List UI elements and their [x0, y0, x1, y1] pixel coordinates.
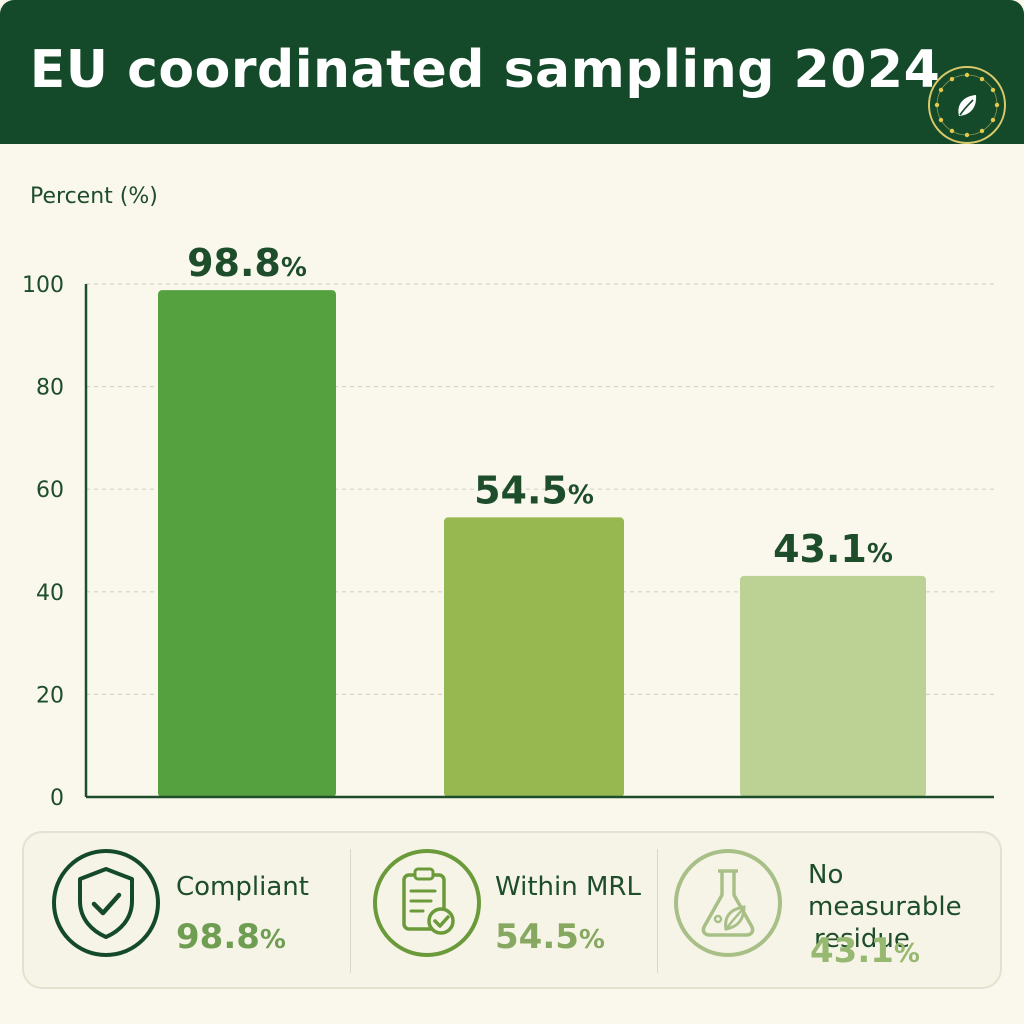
- data-label: 54.5%: [474, 468, 594, 512]
- data-label: 43.1%: [773, 527, 893, 571]
- card-value: 43.1%: [810, 931, 920, 971]
- shield-check-icon: [52, 849, 160, 957]
- card-divider: [657, 849, 658, 973]
- badge-star: [964, 132, 970, 138]
- y-tick-label: 20: [36, 683, 64, 708]
- bar-chart: 0 20 40 60 80 100 98.8% 54.5% 43.1%: [22, 241, 994, 811]
- y-tick-label: 0: [50, 786, 64, 811]
- summary-card-no-residue: No measurable residue 43.1%: [658, 833, 1000, 987]
- badge-star: [949, 76, 955, 82]
- y-tick-label: 80: [36, 376, 64, 401]
- badge-star: [979, 76, 985, 82]
- y-tick-label: 100: [22, 273, 64, 298]
- badge-star: [979, 128, 985, 134]
- y-tick-label: 40: [36, 581, 64, 606]
- badge-star: [938, 117, 944, 123]
- card-label: Compliant: [176, 872, 309, 902]
- badge-star: [990, 87, 996, 93]
- card-label: Within MRL: [495, 872, 641, 902]
- bar-compliant: [158, 290, 336, 797]
- y-axis-label: Percent (%): [30, 184, 158, 209]
- flask-leaf-icon: [674, 849, 782, 957]
- card-value: 54.5%: [495, 917, 605, 957]
- card-label-line-2: residue: [814, 924, 910, 954]
- summary-panel: Compliant 98.8% Within MRL 54.5%: [22, 831, 1002, 989]
- summary-card-within-mrl: Within MRL 54.5%: [351, 833, 657, 987]
- summary-card-compliant: Compliant 98.8%: [24, 833, 350, 987]
- page-title: EU coordinated sampling 2024: [29, 40, 941, 100]
- badge-star: [964, 72, 970, 78]
- bar-within-mrl: [444, 517, 624, 797]
- badge-star: [994, 102, 1000, 108]
- header-banner: EU coordinated sampling 2024: [0, 0, 1024, 144]
- card-label: No measurable residue: [808, 859, 1000, 955]
- card-value: 98.8%: [176, 917, 286, 957]
- card-label-line-1: No measurable: [808, 860, 962, 922]
- clipboard-check-icon: [373, 849, 481, 957]
- eu-leaf-badge-icon: [928, 66, 1006, 144]
- card-divider: [350, 849, 351, 973]
- badge-star: [949, 128, 955, 134]
- badge-star: [990, 117, 996, 123]
- data-label: 98.8%: [187, 241, 307, 285]
- bar-no-measurable-residue: [740, 575, 926, 797]
- badge-star: [934, 102, 940, 108]
- y-tick-label: 60: [36, 478, 64, 503]
- badge-star: [938, 87, 944, 93]
